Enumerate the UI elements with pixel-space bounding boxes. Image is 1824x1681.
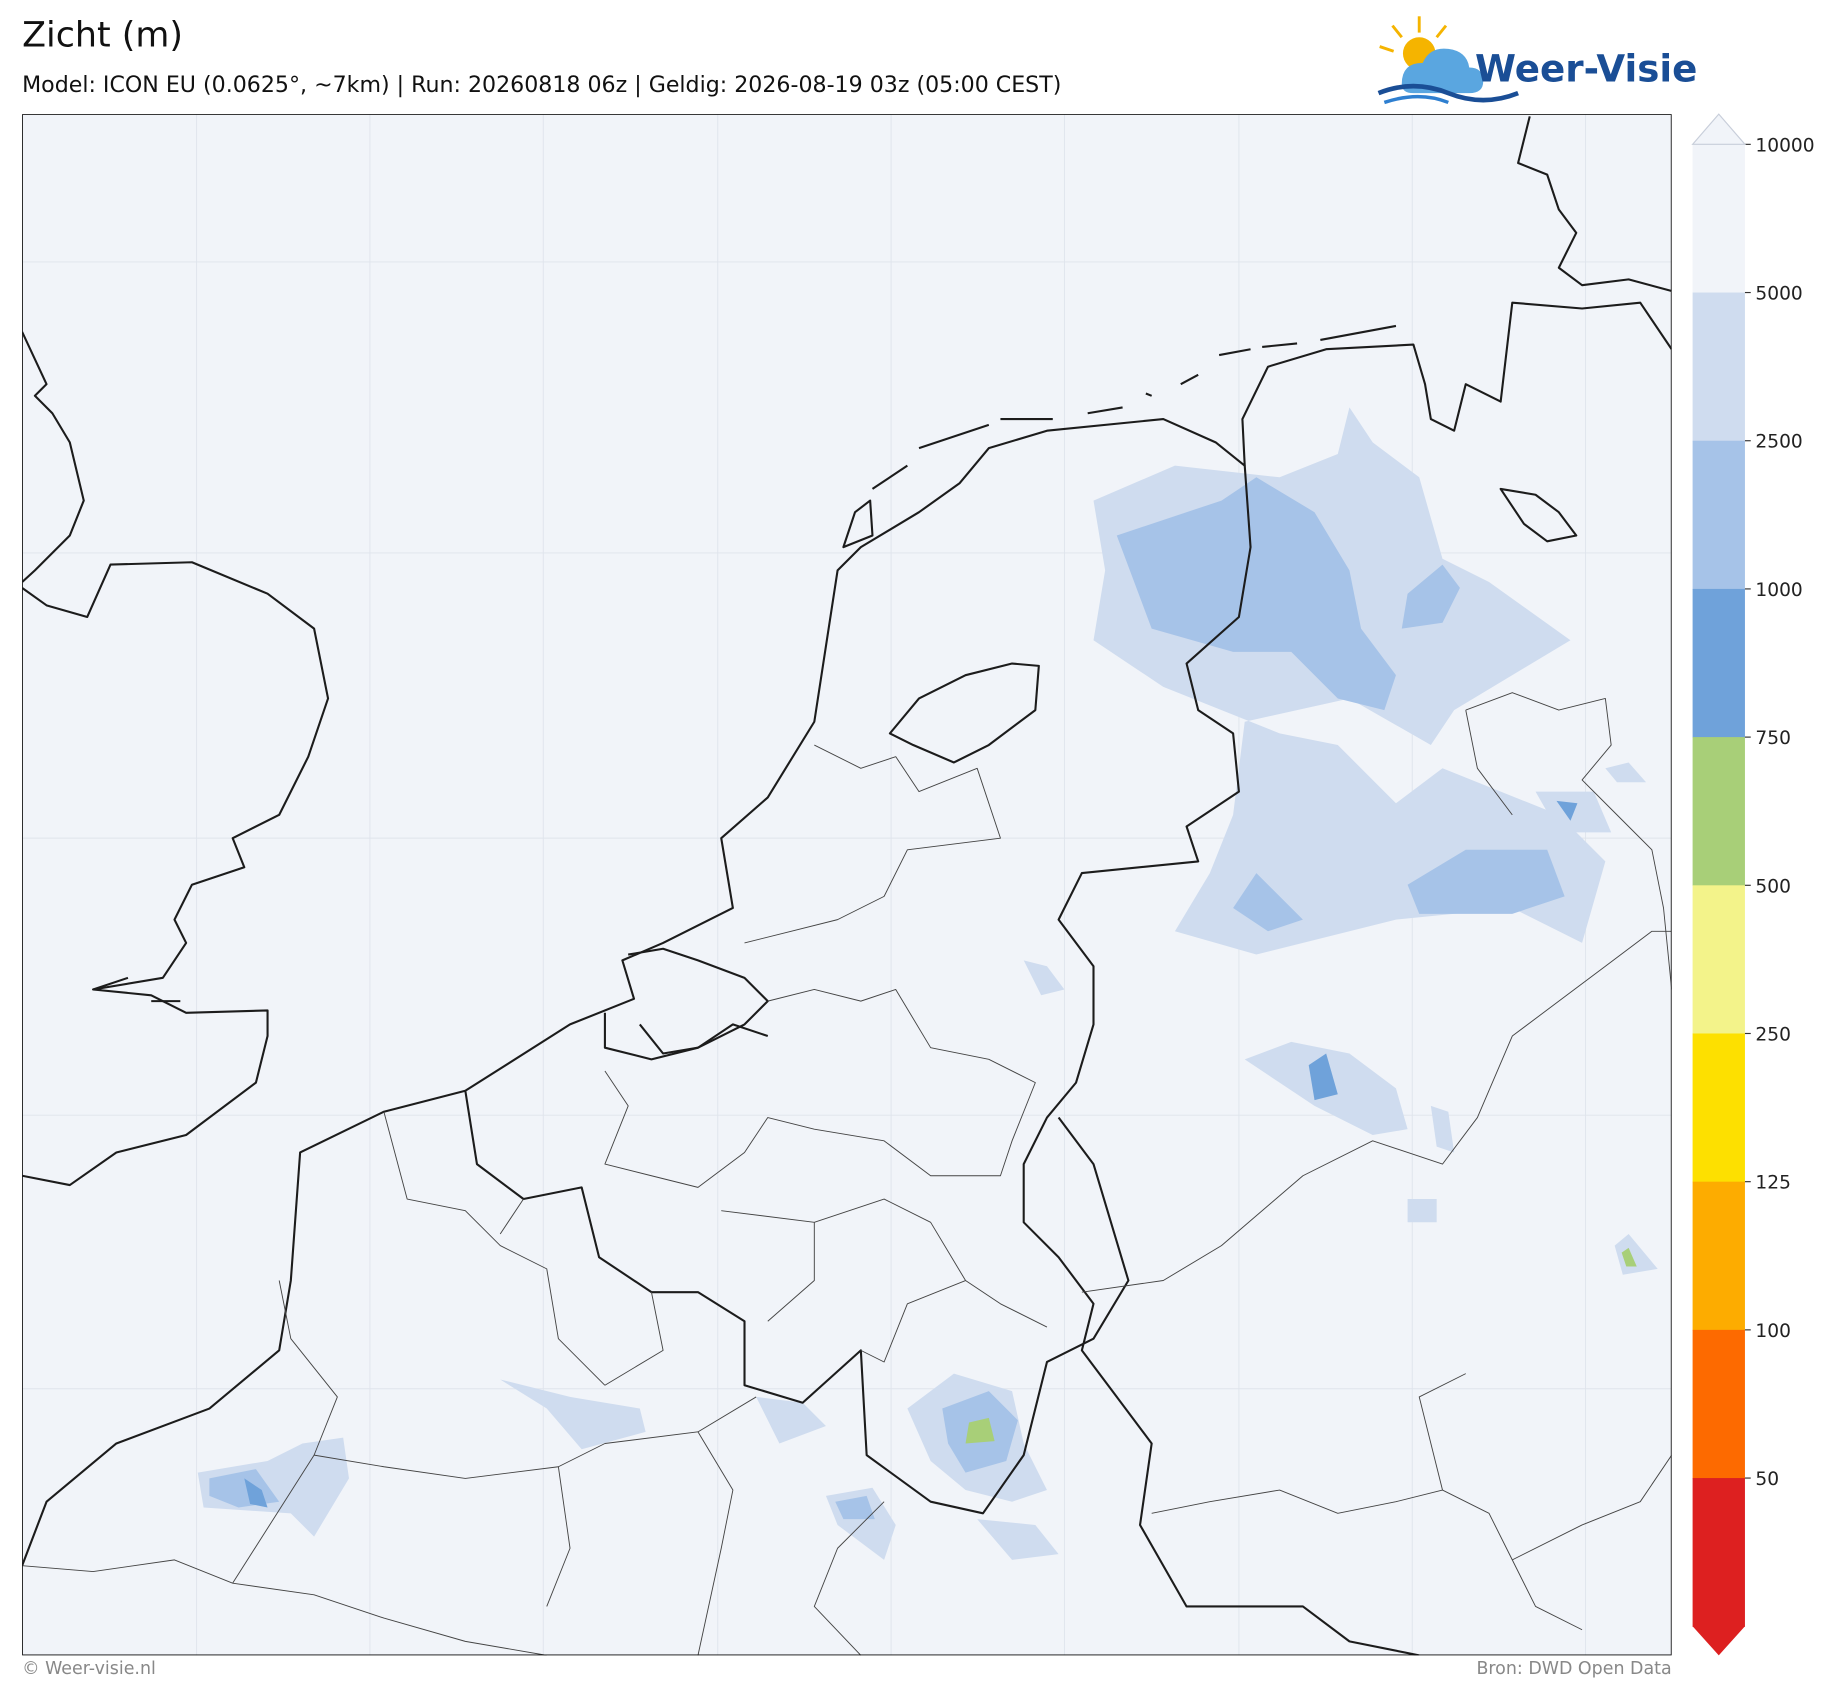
colorbar-segment [1692,144,1745,294]
logo-text: Weer-Visie [1475,46,1697,90]
colorbar-label: 100 [1755,1321,1791,1342]
colorbar-segment [1692,1181,1745,1331]
footer-right: Bron: DWD Open Data [1476,1659,1671,1679]
subtitle: Model: ICON EU (0.0625°, ~7km) | Run: 20… [22,72,1061,98]
colorbar-extend-top [1691,113,1747,145]
title: Zicht (m) [22,16,183,56]
logo: Weer-Visie [1377,16,1697,105]
borders [22,465,1672,1656]
colorbar-segment [1692,885,1745,1035]
colorbar-segment [1692,1033,1745,1183]
colorbar-label: 250 [1755,1024,1791,1045]
footer-left: © Weer-visie.nl [22,1659,156,1679]
coastlines [22,116,1672,1567]
colorbar-segment [1692,737,1745,886]
colorbar-label: 2500 [1755,432,1802,453]
visibility-field [197,407,1658,1560]
colorbar-label: 50 [1755,1469,1779,1490]
colorbar-segment [1692,292,1745,442]
colorbar-segment [1692,1478,1745,1627]
colorbar-label: 5000 [1755,284,1802,305]
map [22,114,1672,1656]
colorbar-label: 1000 [1755,580,1802,601]
colorbar-label: 500 [1755,876,1791,897]
colorbar-extend-bottom [1692,1626,1745,1656]
colorbar-label: 10000 [1755,135,1814,156]
colorbar-segment [1692,440,1745,590]
colorbar-label: 125 [1755,1173,1791,1194]
colorbar: 10000 5000 2500 1000 750 500 250 125 100 50 [1691,113,1815,1656]
canvas: Zicht (m) Model: ICON EU (0.0625°, ~7km)… [22,16,1815,1679]
colorbar-label: 750 [1755,728,1791,749]
colorbar-segment [1692,588,1745,738]
colorbar-segment [1692,1329,1745,1479]
